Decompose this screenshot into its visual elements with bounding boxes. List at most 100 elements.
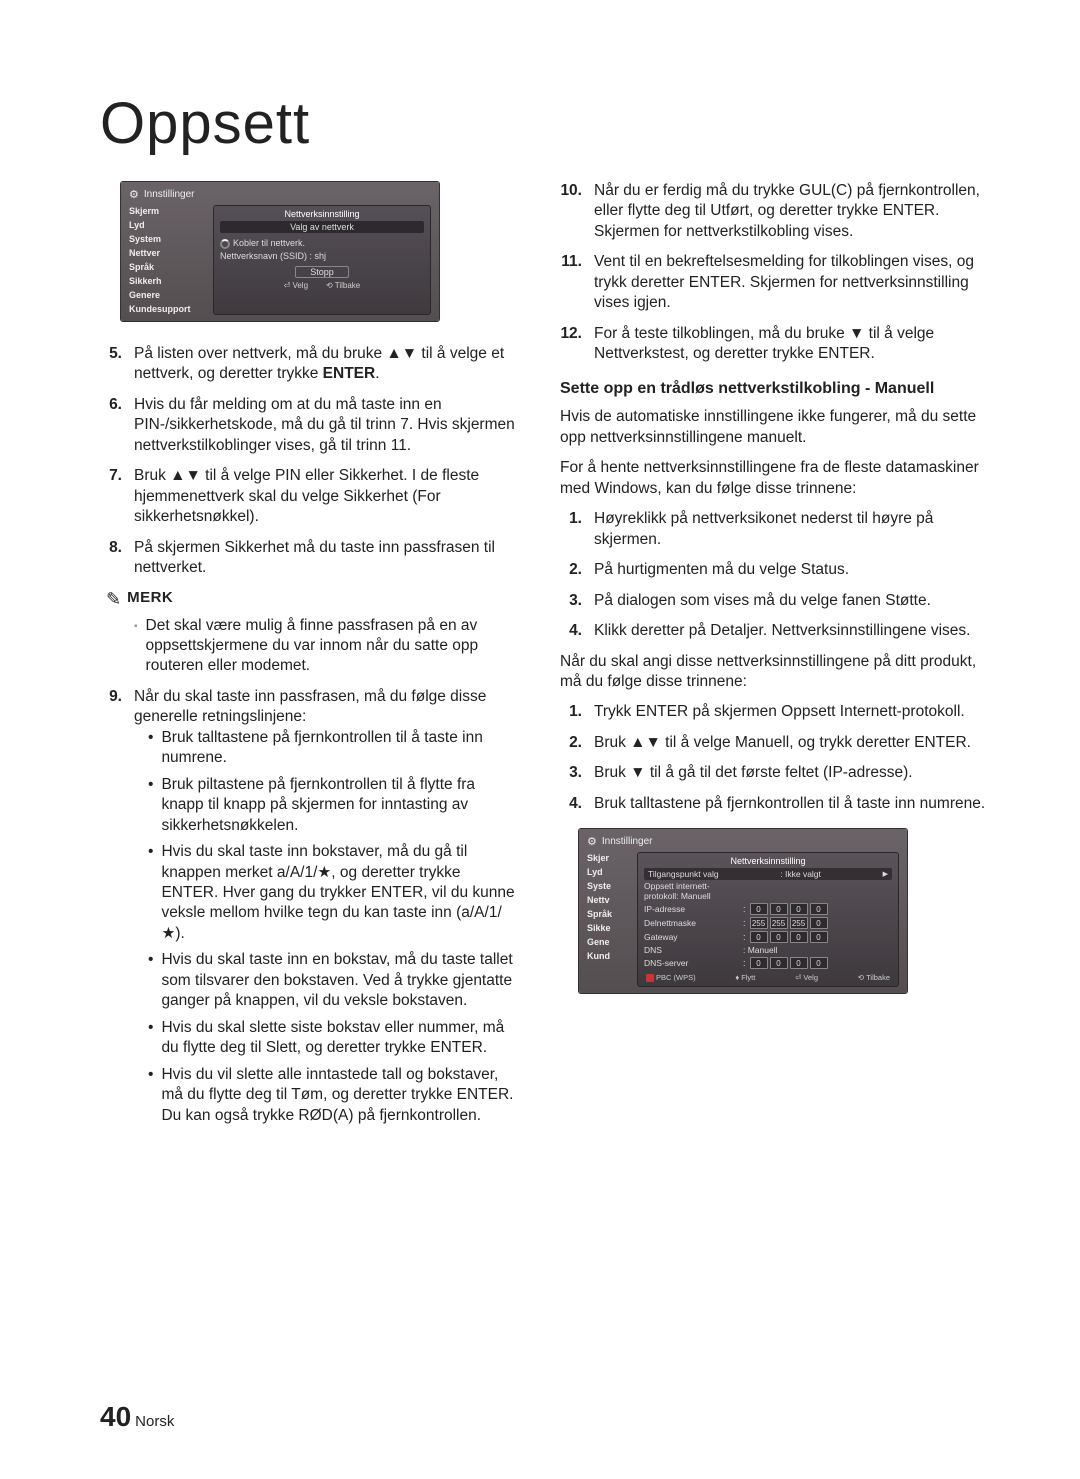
- panel-subheader: Valg av nettverk: [220, 221, 424, 233]
- menu-item[interactable]: Språk: [587, 908, 631, 920]
- step-num: 4.: [560, 794, 582, 814]
- menu-item[interactable]: Kund: [587, 950, 631, 962]
- menu-item[interactable]: Lyd: [587, 866, 631, 878]
- return-icon: ⟲: [858, 973, 864, 982]
- red-a-icon: [646, 974, 654, 982]
- gw-fields[interactable]: 0000: [750, 931, 828, 943]
- menu-item[interactable]: Språk: [129, 261, 207, 273]
- stop-button[interactable]: Stopp: [295, 266, 349, 278]
- menu-item[interactable]: Sikkerh: [129, 275, 207, 287]
- foot-select: Velg: [803, 973, 818, 982]
- paragraph: Hvis de automatiske innstillingene ikke …: [560, 407, 990, 448]
- panel-header: Nettverksinnstilling: [644, 856, 892, 866]
- bullet-item: Hvis du vil slette alle inntastede tall …: [161, 1065, 520, 1126]
- step-body: Høyreklikk på nettverksikonet nederst ti…: [594, 509, 990, 550]
- bullet-icon: ▪: [134, 620, 138, 677]
- step-body: Når du skal taste inn passfrasen, må du …: [134, 687, 520, 1132]
- step-num: 12.: [560, 324, 582, 365]
- menu-item[interactable]: Gene: [587, 936, 631, 948]
- ip-panel: Nettverksinnstilling Tilgangspunkt valg …: [637, 852, 899, 987]
- menu-item[interactable]: Lyd: [129, 219, 207, 231]
- dns-value: : Manuell: [743, 945, 778, 955]
- left-column: ⚙ Innstillinger Skjerm Lyd System Nettve…: [100, 181, 520, 1142]
- page-title: Oppsett: [100, 90, 990, 157]
- bullet-item: Hvis du skal slette siste bokstav eller …: [161, 1018, 520, 1059]
- step-body: På skjermen Sikkerhet må du taste inn pa…: [134, 538, 520, 579]
- paragraph: For å hente nettverksinnstillingene fra …: [560, 458, 990, 499]
- menu-item[interactable]: Genere: [129, 289, 207, 301]
- side-menu: Skjerm Lyd System Nettver Språk Sikkerh …: [129, 205, 207, 315]
- step-num: 1.: [560, 702, 582, 722]
- step-num: 5.: [100, 344, 122, 385]
- move-icon: ♦: [735, 973, 739, 982]
- step-num: 4.: [560, 621, 582, 641]
- foot-pbc: PBC (WPS): [656, 973, 696, 982]
- bullet-item: Bruk piltastene på fjernkontrollen til å…: [161, 775, 520, 836]
- step-body: Bruk ▲▼ til å velge Manuell, og trykk de…: [594, 733, 990, 753]
- step-body: Når du er ferdig må du trykke GUL(C) på …: [594, 181, 990, 242]
- passphrase-bullets: Bruk talltastene på fjernkontrollen til …: [148, 728, 520, 1126]
- menu-item[interactable]: Nettv: [587, 894, 631, 906]
- ip-label: IP-adresse: [644, 904, 739, 914]
- page-number: 40Norsk: [100, 1401, 174, 1433]
- mask-fields[interactable]: 2552552550: [750, 917, 828, 929]
- bullet-item: Bruk talltastene på fjernkontrollen til …: [161, 728, 520, 769]
- step-num: 10.: [560, 181, 582, 242]
- dnss-label: DNS-server: [644, 958, 739, 968]
- step-num: 11.: [560, 252, 582, 313]
- step-num: 1.: [560, 509, 582, 550]
- step-body: For å teste tilkoblingen, må du bruke ▼ …: [594, 324, 990, 365]
- bullet-item: Hvis du skal taste inn bokstaver, må du …: [161, 842, 520, 944]
- gear-icon: ⚙: [587, 835, 597, 848]
- step-num: 8.: [100, 538, 122, 579]
- proto-label: Oppsett internett-protokoll: Manuell: [644, 881, 739, 901]
- step-body: På hurtigmenten må du velge Status.: [594, 560, 990, 580]
- note-header: ✎ MERK: [106, 589, 520, 610]
- menu-item[interactable]: Skjerm: [129, 205, 207, 217]
- screenshot-manual-ip: ⚙ Innstillinger Skjer Lyd Syste Nettv Sp…: [578, 828, 908, 994]
- return-icon: ⟲: [326, 281, 333, 290]
- step-num: 9.: [100, 687, 122, 1132]
- enter-icon: ⏎: [795, 973, 801, 982]
- mask-label: Delnettmaske: [644, 918, 739, 928]
- dns-fields[interactable]: 0000: [750, 957, 828, 969]
- screenshot-network-search: ⚙ Innstillinger Skjerm Lyd System Nettve…: [120, 181, 440, 322]
- step-num: 2.: [560, 733, 582, 753]
- step-body: På dialogen som vises må du velge fanen …: [594, 591, 990, 611]
- connecting-text: Kobler til nettverk.: [233, 238, 305, 248]
- step-body: Bruk talltastene på fjernkontrollen til …: [594, 794, 990, 814]
- dns-label: DNS: [644, 945, 739, 955]
- step-body: Bruk ▼ til å gå til det første feltet (I…: [594, 763, 990, 783]
- menu-item[interactable]: Nettver: [129, 247, 207, 259]
- settings-title: Innstillinger: [144, 189, 195, 200]
- ap-select[interactable]: Tilgangspunkt valg : Ikke valgt ▶: [644, 868, 892, 880]
- panel-header: Nettverksinnstilling: [220, 209, 424, 219]
- foot-back: Tilbake: [866, 973, 890, 982]
- gear-icon: ⚙: [129, 188, 139, 201]
- menu-item[interactable]: Kundesupport: [129, 303, 207, 315]
- note-body: ▪ Det skal være mulig å finne passfrasen…: [134, 616, 520, 677]
- manual-subheading: Sette opp en trådløs nettverkstilkobling…: [560, 379, 990, 400]
- step-num: 3.: [560, 763, 582, 783]
- step-body: Bruk ▲▼ til å velge PIN eller Sikkerhet.…: [134, 466, 520, 527]
- menu-item[interactable]: System: [129, 233, 207, 245]
- ip-fields[interactable]: 0000: [750, 903, 828, 915]
- gw-label: Gateway: [644, 932, 739, 942]
- menu-item[interactable]: Sikke: [587, 922, 631, 934]
- network-panel: Nettverksinnstilling Valg av nettverk Ko…: [213, 205, 431, 315]
- side-menu: Skjer Lyd Syste Nettv Språk Sikke Gene K…: [587, 852, 631, 987]
- step-num: 7.: [100, 466, 122, 527]
- note-label: MERK: [127, 589, 173, 610]
- chevron-right-icon: ▶: [883, 870, 888, 878]
- spinner-icon: [220, 239, 230, 249]
- step-body: Klikk deretter på Detaljer. Nettverksinn…: [594, 621, 990, 641]
- paragraph: Når du skal angi disse nettverksinnstill…: [560, 652, 990, 693]
- foot-move: Flytt: [741, 973, 755, 982]
- menu-item[interactable]: Syste: [587, 880, 631, 892]
- bullet-item: Hvis du skal taste inn en bokstav, må du…: [161, 950, 520, 1011]
- menu-item[interactable]: Skjer: [587, 852, 631, 864]
- settings-title: Innstillinger: [602, 836, 653, 847]
- note-icon: ✎: [106, 589, 121, 610]
- right-column: 10. Når du er ferdig må du trykke GUL(C)…: [560, 181, 990, 1142]
- step-num: 3.: [560, 591, 582, 611]
